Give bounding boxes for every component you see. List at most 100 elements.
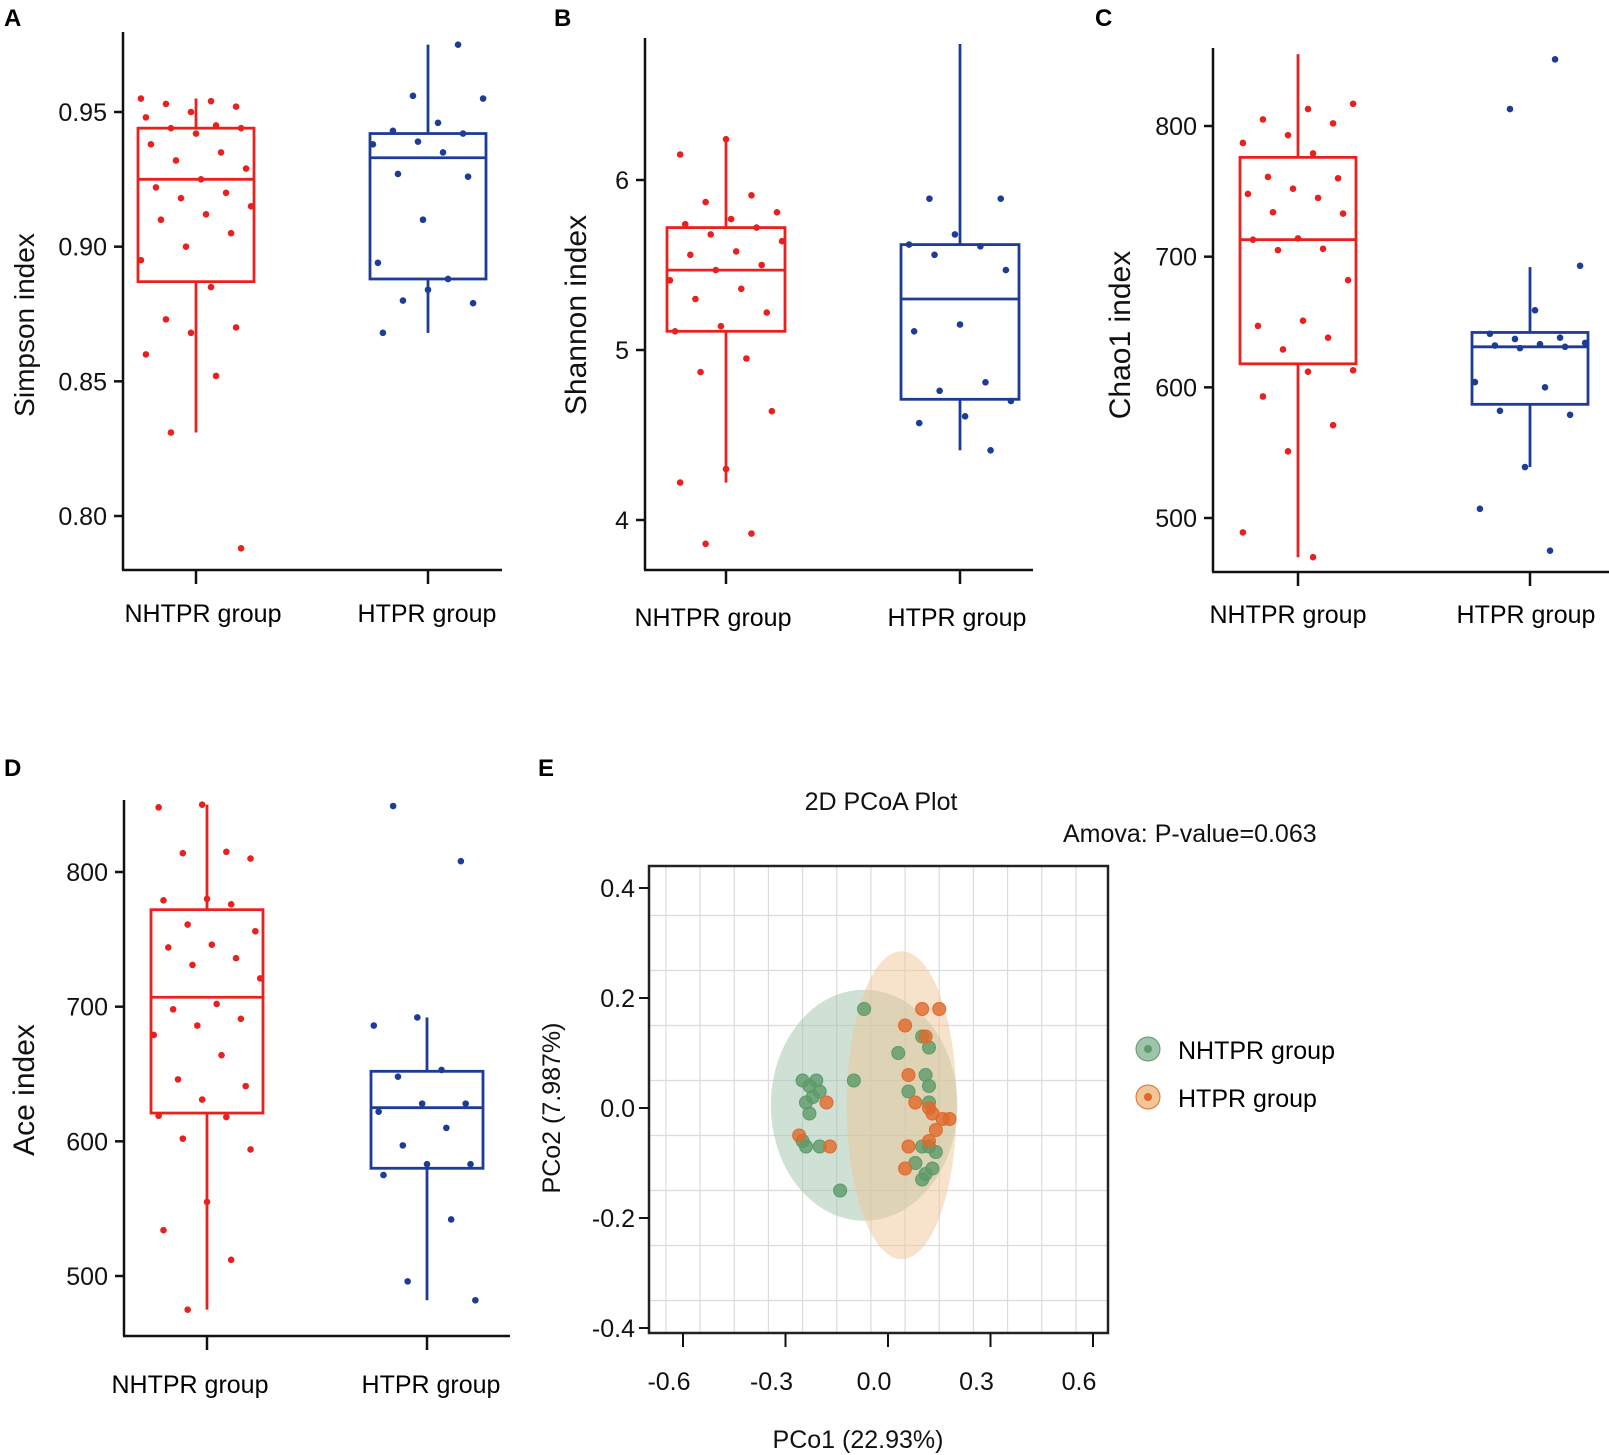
data-point bbox=[1339, 210, 1347, 217]
y-axis-title: Ace index bbox=[8, 1024, 41, 1156]
ace-plot-area: 500 600 700 800 Ace index bbox=[8, 800, 510, 1350]
data-point bbox=[174, 1076, 182, 1083]
data-point bbox=[172, 157, 180, 164]
y-tick-label: -0.2 bbox=[592, 1205, 635, 1233]
data-point bbox=[223, 1113, 230, 1121]
data-point bbox=[676, 151, 684, 158]
data-point bbox=[217, 149, 225, 156]
panel-c-chao1-box-plot: C 500 600 700 800 Chao1 index NHTPR group HT… bbox=[1095, 5, 1609, 629]
data-point bbox=[727, 215, 735, 223]
data-point bbox=[1536, 340, 1544, 348]
y-tick-label: 600 bbox=[66, 1128, 108, 1156]
y-tick-label: 0.90 bbox=[58, 234, 107, 262]
data-point bbox=[1309, 150, 1317, 157]
y-tick-label: -0.4 bbox=[592, 1315, 635, 1343]
data-point bbox=[1254, 322, 1262, 330]
data-point bbox=[926, 195, 933, 202]
data-point bbox=[147, 141, 155, 148]
data-point bbox=[227, 1256, 235, 1264]
data-point bbox=[898, 1161, 913, 1176]
data-point bbox=[908, 1095, 923, 1110]
data-point bbox=[687, 251, 694, 259]
data-point bbox=[454, 41, 462, 48]
panel-letter-a: A bbox=[4, 5, 21, 32]
data-point bbox=[1244, 190, 1252, 198]
data-point bbox=[394, 170, 402, 178]
data-point bbox=[1264, 173, 1272, 181]
data-point bbox=[237, 1015, 245, 1023]
data-point bbox=[1521, 463, 1529, 471]
x-tick-label-nhtpr: NHTPR group bbox=[635, 604, 792, 632]
data-point bbox=[418, 1100, 426, 1107]
data-point bbox=[1259, 116, 1267, 123]
data-point bbox=[232, 324, 240, 331]
data-point bbox=[702, 540, 709, 548]
data-point bbox=[1546, 547, 1554, 554]
data-point bbox=[977, 243, 984, 250]
data-point bbox=[717, 322, 725, 330]
data-point bbox=[423, 1160, 431, 1168]
data-point bbox=[165, 944, 172, 951]
data-point bbox=[160, 1226, 167, 1234]
data-point bbox=[1309, 553, 1317, 561]
y-tick-label: 0.4 bbox=[600, 875, 635, 903]
data-point bbox=[169, 1006, 177, 1013]
data-point bbox=[910, 328, 918, 335]
panel-letter-e: E bbox=[538, 755, 554, 782]
data-point bbox=[792, 1128, 807, 1143]
data-point bbox=[374, 259, 382, 267]
data-point bbox=[202, 211, 210, 218]
data-point bbox=[915, 419, 923, 427]
data-point bbox=[676, 479, 684, 486]
data-point bbox=[155, 804, 162, 811]
data-point bbox=[207, 283, 215, 291]
data-point bbox=[227, 901, 235, 908]
y-axis-title: PCo2 (7.987%) bbox=[538, 1023, 566, 1194]
data-point bbox=[232, 103, 240, 110]
data-point bbox=[252, 927, 259, 935]
data-point bbox=[369, 141, 377, 148]
data-point bbox=[462, 1100, 469, 1107]
data-point bbox=[394, 1073, 402, 1080]
data-point bbox=[1007, 397, 1015, 405]
legend-label-nhtpr: NHTPR group bbox=[1178, 1037, 1335, 1065]
data-point bbox=[424, 286, 432, 294]
data-point bbox=[1491, 342, 1499, 349]
data-point bbox=[179, 849, 187, 857]
data-point bbox=[160, 896, 167, 904]
data-point bbox=[179, 1135, 187, 1142]
data-point bbox=[753, 224, 760, 231]
data-point bbox=[822, 1139, 837, 1154]
box bbox=[369, 1069, 485, 1170]
box bbox=[1470, 331, 1590, 406]
data-point bbox=[951, 231, 959, 238]
data-point bbox=[918, 1029, 933, 1044]
x-tick-label-nhtpr: NHTPR group bbox=[112, 1371, 269, 1399]
data-point bbox=[1506, 105, 1514, 113]
data-point bbox=[399, 1142, 407, 1149]
data-point bbox=[758, 261, 765, 269]
data-point bbox=[389, 127, 397, 135]
data-point bbox=[137, 256, 145, 264]
data-point bbox=[901, 1139, 916, 1154]
chao1-plot-area: 500 600 700 800 Chao1 index bbox=[1104, 48, 1609, 586]
shannon-plot-area: 4 5 6 Shannon index bbox=[560, 38, 1033, 584]
x-tick-label: 0.0 bbox=[857, 1368, 892, 1396]
data-point bbox=[961, 413, 969, 420]
data-point bbox=[1576, 262, 1584, 270]
data-point bbox=[1476, 505, 1484, 513]
data-point bbox=[222, 189, 230, 197]
data-point bbox=[142, 351, 150, 358]
x-tick-label: -0.6 bbox=[647, 1368, 690, 1396]
panel-letter-c: C bbox=[1095, 5, 1112, 32]
data-point bbox=[184, 1306, 191, 1313]
data-point bbox=[1284, 131, 1292, 139]
data-point bbox=[1002, 266, 1010, 274]
data-point bbox=[819, 1095, 834, 1110]
data-point bbox=[155, 1112, 162, 1120]
data-point bbox=[162, 316, 170, 323]
data-point bbox=[459, 130, 467, 137]
x-tick-label: -0.3 bbox=[750, 1368, 793, 1396]
data-point bbox=[1349, 100, 1357, 108]
